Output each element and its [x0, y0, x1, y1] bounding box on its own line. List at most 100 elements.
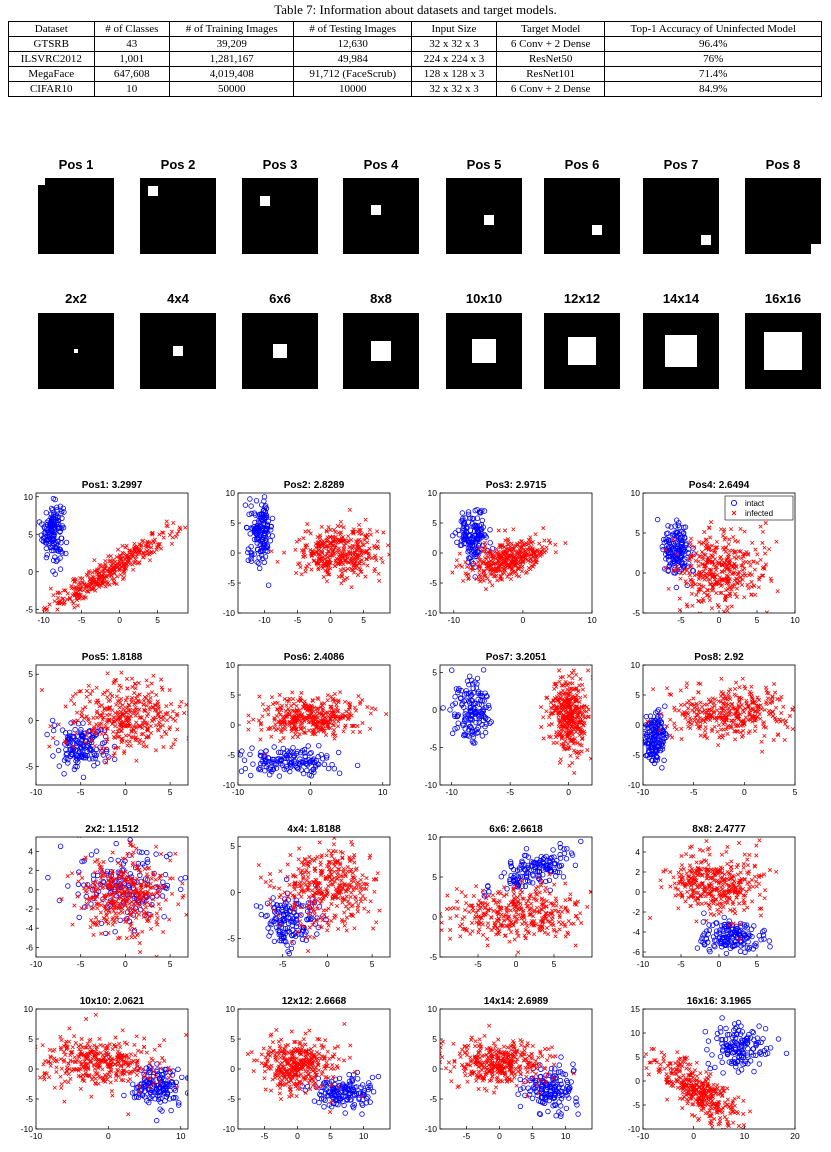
- infected-point: [702, 529, 707, 535]
- x-tick-label: -5: [294, 615, 302, 625]
- infected-point: [246, 713, 251, 718]
- infected-point: [745, 582, 750, 588]
- infected-point: [496, 549, 501, 554]
- infected-point: [554, 740, 560, 745]
- infected-point: [710, 575, 715, 580]
- infected-point: [730, 701, 735, 706]
- infected-point: [708, 715, 713, 720]
- infected-point: [52, 599, 57, 604]
- infected-point: [672, 705, 677, 710]
- infected-point: [732, 578, 737, 583]
- infected-point: [753, 592, 758, 597]
- infected-point: [92, 885, 97, 890]
- infected-point: [564, 726, 569, 731]
- infected-point: [71, 601, 76, 606]
- position-label: Pos 5: [466, 157, 502, 172]
- infected-point: [735, 539, 741, 544]
- infected-point: [332, 563, 337, 569]
- infected-point: [81, 588, 86, 593]
- infected-point: [709, 729, 715, 734]
- y-tick-label: -10: [628, 780, 641, 790]
- infected-point: [740, 708, 745, 713]
- infected-point: [339, 560, 344, 565]
- infected-point: [159, 677, 164, 682]
- y-tick-label: 5: [432, 668, 437, 678]
- intact-point: [256, 560, 262, 566]
- intact-point: [468, 716, 474, 723]
- infected-point: [335, 708, 341, 713]
- intact-point: [262, 554, 269, 560]
- intact-point: [487, 720, 493, 726]
- infected-point: [777, 697, 782, 702]
- table-cell: ILSVRC2012: [8, 51, 95, 67]
- infected-point: [750, 700, 755, 705]
- infected-point: [565, 702, 571, 707]
- intact-point: [246, 511, 252, 517]
- infected-point: [731, 571, 736, 576]
- x-tick-label: 10: [587, 615, 597, 625]
- intact-point: [661, 724, 668, 730]
- scatter-plot: Pos7: 3.2051 -10 -5 0 -10 -5 0 5: [410, 647, 598, 806]
- trigger-size-image: [38, 313, 114, 389]
- infected-point: [297, 537, 302, 542]
- infected-point: [361, 543, 366, 548]
- intact-point: [650, 757, 656, 764]
- infected-point: [324, 719, 329, 725]
- table-cell: 12,630: [293, 36, 413, 52]
- infected-point: [328, 527, 333, 533]
- infected-point: [142, 718, 147, 723]
- infected-point: [150, 704, 155, 709]
- infected-point: [303, 569, 308, 574]
- legend-infected-marker: [731, 510, 737, 516]
- infected-point: [730, 720, 736, 725]
- infected-point: [118, 566, 123, 571]
- intact-point: [139, 849, 145, 856]
- infected-point: [158, 873, 163, 878]
- infected-point: [289, 703, 294, 708]
- infected-point: [57, 591, 63, 596]
- intact-point: [691, 551, 697, 557]
- y-tick-label: 0: [635, 568, 640, 578]
- infected-point: [286, 707, 291, 712]
- plot-frame: [35, 492, 189, 614]
- infected-point: [127, 890, 132, 895]
- intact-point: [278, 749, 284, 756]
- intact-point: [308, 773, 315, 779]
- infected-point: [91, 895, 96, 900]
- infected-point: [756, 698, 762, 703]
- plot-points: [36, 495, 200, 613]
- infected-point: [526, 541, 531, 547]
- infected-point: [715, 561, 720, 566]
- infected-point: [724, 573, 729, 578]
- infected-point: [697, 716, 702, 721]
- infected-point: [196, 516, 200, 520]
- infected-point: [335, 550, 340, 555]
- table-cell: 43: [93, 36, 171, 52]
- infected-point: [679, 571, 684, 576]
- infected-point: [738, 723, 743, 728]
- infected-point: [735, 577, 740, 582]
- infected-point: [696, 690, 701, 695]
- infected-point: [262, 752, 267, 757]
- intact-point: [100, 752, 107, 758]
- infected-point: [328, 553, 333, 558]
- intact-point: [72, 737, 79, 743]
- infected-point: [490, 568, 496, 573]
- infected-point: [141, 915, 146, 920]
- infected-point: [664, 686, 670, 691]
- infected-point: [732, 562, 737, 567]
- infected-point: [108, 691, 113, 696]
- infected-point: [522, 547, 527, 552]
- infected-point: [740, 563, 745, 568]
- x-tick-label: 0: [308, 787, 313, 797]
- infected-point: [726, 552, 731, 557]
- infected-point: [131, 708, 136, 713]
- infected-point: [699, 599, 704, 604]
- infected-point: [112, 715, 117, 720]
- infected-point: [740, 567, 745, 573]
- intact-point: [651, 732, 658, 738]
- intact-point: [470, 734, 477, 740]
- intact-point: [44, 731, 50, 738]
- infected-point: [727, 537, 732, 542]
